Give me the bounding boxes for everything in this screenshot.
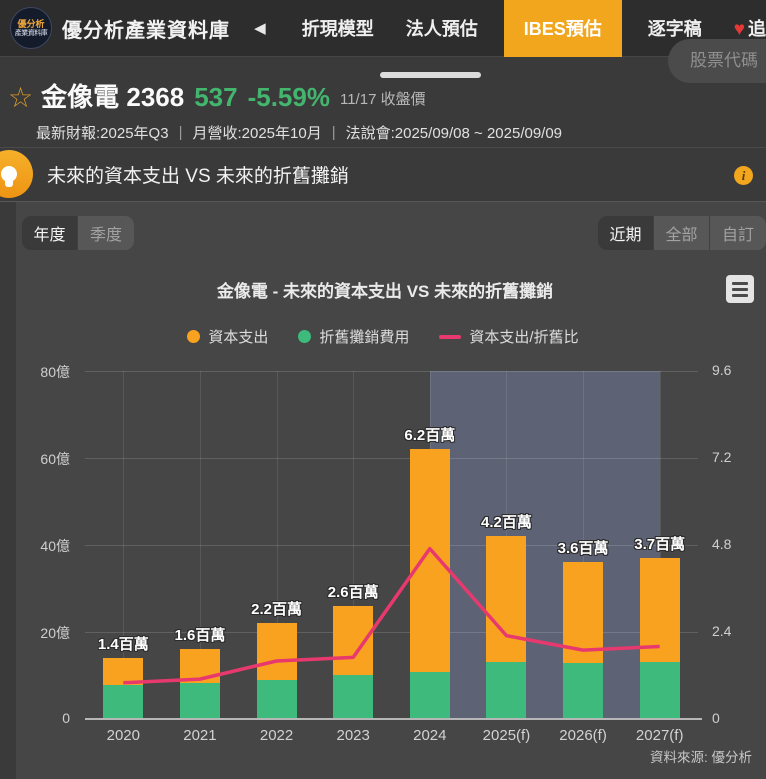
brand-logo[interactable]: 優分析 產業資料庫 bbox=[10, 7, 52, 49]
bar-data-label: 1.6百萬 bbox=[174, 627, 226, 645]
period-option-quarterly[interactable]: 季度 bbox=[89, 227, 122, 244]
bar-data-label: 4.2百萬 bbox=[481, 514, 532, 532]
depreciation-bar[interactable] bbox=[486, 662, 527, 719]
y-axis-right-tick: 2.4 bbox=[712, 623, 732, 639]
stock-code-search-input[interactable] bbox=[668, 39, 766, 83]
bar-data-label: 6.2百萬 bbox=[404, 427, 456, 445]
stock-price: 537 bbox=[194, 82, 238, 112]
bar-data-label: 3.7百萬 bbox=[634, 536, 686, 554]
heart-icon: ♥ bbox=[733, 19, 745, 40]
x-axis-line bbox=[85, 718, 702, 720]
stock-name-and-code: 金像電 2368 bbox=[41, 82, 185, 112]
range-option-recent[interactable]: 近期 bbox=[598, 216, 654, 250]
nav-item-follow[interactable]: ♥ 追 bbox=[734, 15, 766, 41]
y-axis-left-tick: 60億 bbox=[40, 451, 70, 467]
range-option-all[interactable]: 全部 bbox=[654, 216, 710, 250]
x-axis-category-label: 2023 bbox=[336, 727, 370, 744]
nav-item-institutional-forecast[interactable]: 法人預估 bbox=[405, 19, 478, 39]
stock-change-percent: -5.59% bbox=[247, 82, 330, 112]
separator: | bbox=[178, 123, 183, 141]
legend-depreciation-label: 折舊攤銷費用 bbox=[319, 329, 410, 346]
legend-ratio-label: 資本支出/折舊比 bbox=[469, 329, 579, 346]
brand-logo-line1: 優分析 bbox=[17, 18, 45, 29]
legend-item-ratio[interactable]: 資本支出/折舊比 bbox=[439, 326, 579, 347]
monthly-revenue-info: 月營收:2025年10月 bbox=[192, 124, 322, 142]
y-axis-right-tick: 4.8 bbox=[712, 536, 732, 552]
nav-back-arrow-icon[interactable]: ◀ bbox=[254, 20, 266, 37]
ratio-line-swatch-icon bbox=[439, 334, 462, 339]
h-gridline bbox=[85, 371, 698, 372]
depreciation-bar[interactable] bbox=[256, 679, 297, 719]
period-option-yearly[interactable]: 年度 bbox=[22, 216, 78, 250]
y-axis-right-tick: 9.6 bbox=[712, 362, 732, 378]
x-axis-category-label: 2025(f) bbox=[482, 727, 531, 744]
separator: | bbox=[331, 123, 336, 141]
stock-header-row: ☆ 金像電 2368 537 -5.59% 11/17 收盤價 bbox=[0, 57, 766, 117]
data-source-note: 資料來源: 優分析 bbox=[649, 750, 752, 765]
chart-menu-icon[interactable] bbox=[726, 275, 754, 303]
y-axis-right-tick: 0 bbox=[712, 710, 720, 726]
v-gridline bbox=[583, 371, 585, 719]
v-gridline bbox=[659, 371, 661, 719]
range-option-custom[interactable]: 自訂 bbox=[721, 227, 754, 244]
price-date-note: 11/17 收盤價 bbox=[339, 91, 426, 108]
financial-info-row: 最新財報:2025年Q3 | 月營收:2025年10月 | 法說會:2025/0… bbox=[0, 117, 766, 147]
y-axis-right-tick: 7.2 bbox=[712, 449, 732, 465]
h-gridline bbox=[85, 458, 698, 459]
legend-item-depreciation[interactable]: 折舊攤銷費用 bbox=[298, 326, 409, 347]
depreciation-bar[interactable] bbox=[639, 662, 680, 719]
chart-legend: 資本支出 折舊攤銷費用 資本支出/折舊比 bbox=[0, 326, 766, 347]
period-segmented-control: 年度 季度 bbox=[22, 216, 134, 250]
x-axis-category-label: 2024 bbox=[413, 727, 447, 744]
y-axis-left-tick: 40億 bbox=[40, 538, 70, 554]
legend-item-capex[interactable]: 資本支出 bbox=[187, 326, 268, 347]
x-axis-category-label: 2020 bbox=[106, 727, 140, 744]
brand-logo-line2: 產業資料庫 bbox=[14, 29, 48, 37]
y-axis-left-tick: 0 bbox=[62, 710, 70, 726]
section-banner: 未來的資本支出 VS 未來的折舊攤銷 i bbox=[0, 147, 766, 202]
nav-horizontal-scrollbar-thumb[interactable] bbox=[380, 72, 481, 78]
nav-item-discount-model[interactable]: 折現模型 bbox=[301, 19, 374, 39]
v-gridline bbox=[353, 371, 355, 719]
h-gridline bbox=[85, 545, 698, 546]
nav-item-ibes-forecast[interactable]: IBES預估 bbox=[503, 0, 622, 57]
nav-item-transcript[interactable]: 逐字稿 bbox=[647, 19, 702, 39]
x-axis-category-label: 2026(f) bbox=[559, 727, 607, 744]
lightbulb-icon bbox=[0, 150, 33, 198]
section-title: 未來的資本支出 VS 未來的折舊攤銷 bbox=[47, 166, 349, 187]
depreciation-swatch-icon bbox=[298, 330, 312, 343]
v-gridline bbox=[123, 371, 125, 719]
x-axis-category-label: 2021 bbox=[183, 727, 217, 744]
range-segmented-control: 近期 全部 自訂 bbox=[598, 216, 766, 250]
investor-conference-info: 法說會:2025/09/08 ~ 2025/09/09 bbox=[345, 124, 563, 142]
x-axis-category-label: 2022 bbox=[259, 727, 294, 744]
site-title: 優分析產業資料庫 bbox=[62, 19, 230, 42]
depreciation-bar[interactable] bbox=[563, 662, 604, 719]
depreciation-bar[interactable] bbox=[103, 685, 144, 719]
chart-title: 金像電 - 未來的資本支出 VS 未來的折舊攤銷 bbox=[216, 282, 554, 301]
legend-capex-label: 資本支出 bbox=[208, 329, 269, 346]
info-icon[interactable]: i bbox=[734, 166, 753, 185]
x-axis-category-label: 2027(f) bbox=[635, 727, 684, 744]
depreciation-bar[interactable] bbox=[409, 672, 450, 719]
watchlist-star-icon[interactable]: ☆ bbox=[8, 82, 34, 113]
v-gridline bbox=[276, 371, 278, 719]
y-axis-left-tick: 80億 bbox=[40, 364, 70, 380]
depreciation-bar[interactable] bbox=[179, 682, 220, 719]
latest-report-info: 最新財報:2025年Q3 bbox=[36, 124, 169, 142]
v-gridline bbox=[199, 371, 201, 719]
nav-item-follow-label: 追 bbox=[748, 19, 766, 39]
capex-swatch-icon bbox=[187, 330, 201, 343]
bar-data-label: 2.6百萬 bbox=[327, 583, 379, 601]
depreciation-bar[interactable] bbox=[333, 675, 374, 719]
y-axis-left-tick: 20億 bbox=[40, 625, 70, 641]
top-navigation-bar: 優分析 產業資料庫 優分析產業資料庫 ◀ 折現模型 法人預估 IBES預估 逐字… bbox=[0, 0, 766, 57]
